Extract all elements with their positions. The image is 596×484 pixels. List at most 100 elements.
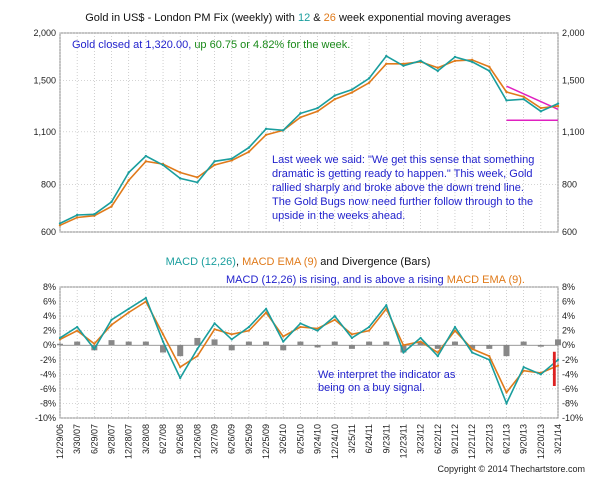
copyright-text: Copyright © 2014 Thechartstore.com [437, 464, 585, 474]
divergence-bar [228, 345, 235, 351]
x-tick-label: 12/28/07 [124, 424, 134, 459]
x-tick-label: 9/21/12 [450, 424, 460, 454]
macd-12-26-point [76, 325, 79, 329]
macd-ytick-left: -4% [40, 369, 56, 379]
price-ytick-left: 800 [41, 179, 56, 189]
macd-ema-9-point [471, 347, 474, 350]
x-tick-label: 3/27/09 [210, 424, 220, 454]
price-ema-12-point [161, 163, 165, 167]
macd-title-part: MACD (12,26) [166, 256, 236, 268]
macd-title-part: , [236, 256, 242, 268]
price-title-part: 26 [324, 12, 336, 24]
divergence-bar [383, 341, 390, 346]
price-ema-26-point [144, 160, 148, 163]
x-tick-label: 3/28/08 [141, 424, 151, 454]
macd-subtitle-part: MACD EMA (9). [447, 274, 525, 286]
price-title-part: 12 [298, 12, 310, 24]
divergence-bar [400, 345, 407, 353]
price-title-part: Gold in US$ - London PM Fix (weekly) wit… [85, 12, 298, 24]
x-tick-label: 6/21/13 [501, 424, 511, 454]
price-panel: Gold in US$ - London PM Fix (weekly) wit… [33, 12, 584, 237]
price-ema-26-point [505, 90, 508, 94]
x-tick-label: 9/25/09 [244, 424, 254, 454]
macd-12-26-point [333, 315, 336, 318]
macd-ytick-left: 6% [43, 297, 56, 307]
price-ema-12-point [144, 154, 148, 158]
price-ema-26-point [539, 106, 543, 110]
x-tick-label: 3/21/14 [553, 424, 563, 454]
price-ytick-left: 1,100 [33, 127, 56, 137]
divergence-bar [417, 341, 424, 346]
price-ytick-left: 1,500 [33, 76, 56, 86]
x-tick-label: 3/22/13 [484, 424, 494, 454]
divergence-bar [520, 341, 527, 346]
divergence-bar [108, 340, 115, 346]
macd-ytick-left: 2% [43, 326, 56, 336]
price-ema-12-point [436, 69, 439, 73]
macd-ema-9-point [299, 325, 302, 329]
x-tick-label: 3/26/10 [278, 424, 288, 454]
price-ema-12-line [59, 54, 559, 225]
divergence-bar [348, 345, 355, 349]
divergence-bar [142, 341, 149, 346]
macd-ytick-left: -6% [40, 384, 56, 394]
price-ema-12-point [385, 54, 388, 58]
x-tick-label: 9/20/13 [519, 424, 529, 454]
divergence-bar [194, 337, 201, 346]
price-ema-26-point [367, 81, 371, 84]
price-ema-26-point [488, 65, 491, 69]
macd-ytick-left: -2% [40, 355, 56, 365]
macd-12-26-point [58, 336, 62, 340]
price-ema-26-point [453, 59, 457, 63]
x-axis: 12/29/06 3/30/07 6/29/07 9/28/07 12/28/07 3/2… [55, 424, 563, 459]
macd-12-26-line [59, 296, 559, 406]
down-trend-line [506, 85, 559, 111]
x-tick-label: 12/20/13 [536, 424, 546, 459]
macd-12-26-point [471, 351, 474, 354]
buy-signal-note-line: being on a buy signal. [318, 382, 425, 394]
price-ytick-right: 800 [562, 179, 577, 189]
price-ema-12-point [453, 55, 457, 59]
price-title-part: & [310, 12, 323, 24]
divergence-bar [245, 341, 252, 346]
macd-ytick-left: 8% [43, 282, 56, 292]
price-ema-26-point [247, 150, 251, 153]
x-tick-label: 12/26/08 [192, 424, 202, 459]
price-ema-26-point [556, 104, 560, 108]
macd-ema-9-point [419, 340, 422, 343]
macd-subtitle-part: MACD (12,26) is rising, and is above a r… [226, 274, 447, 286]
x-tick-label: 6/26/09 [227, 424, 237, 454]
macd-ema-9-point [505, 391, 508, 394]
status-part: up 60.75 or 4.82% for the week. [194, 39, 350, 51]
macd-ema-9-point [76, 329, 79, 332]
macd-ema-9-point [436, 351, 439, 354]
divergence-bar [297, 341, 304, 346]
price-ema-12-point [93, 213, 96, 216]
macd-ema-9-point [247, 329, 250, 332]
macd-12-26-point [230, 338, 233, 341]
price-ema-12-point [505, 99, 508, 102]
price-ytick-right: 2,000 [562, 28, 585, 38]
divergence-bar [503, 345, 510, 357]
macd-12-26-point [127, 307, 130, 310]
price-ema-12-point [350, 88, 354, 91]
commentary-line: Last week we said: "We get this sense th… [272, 154, 534, 166]
macd-ytick-right: -6% [562, 384, 578, 394]
macd-12-26-point [453, 325, 457, 329]
x-tick-label: 12/24/10 [330, 424, 340, 459]
macd-ema-9-point [179, 365, 182, 369]
macd-ytick-right: 4% [562, 311, 575, 321]
macd-12-26-point [247, 325, 250, 329]
price-ema-12-point [419, 59, 422, 63]
price-ema-12-point [75, 213, 79, 217]
price-ema-12-point [110, 200, 113, 204]
price-ema-12-point [264, 127, 268, 131]
price-ema-12-point [230, 157, 233, 160]
macd-ema-9-point [488, 355, 491, 358]
price-ema-12-point [127, 171, 130, 174]
divergence-bar [125, 341, 132, 346]
price-ema-26-point [299, 116, 302, 119]
macd-ema-9-point [213, 328, 216, 331]
